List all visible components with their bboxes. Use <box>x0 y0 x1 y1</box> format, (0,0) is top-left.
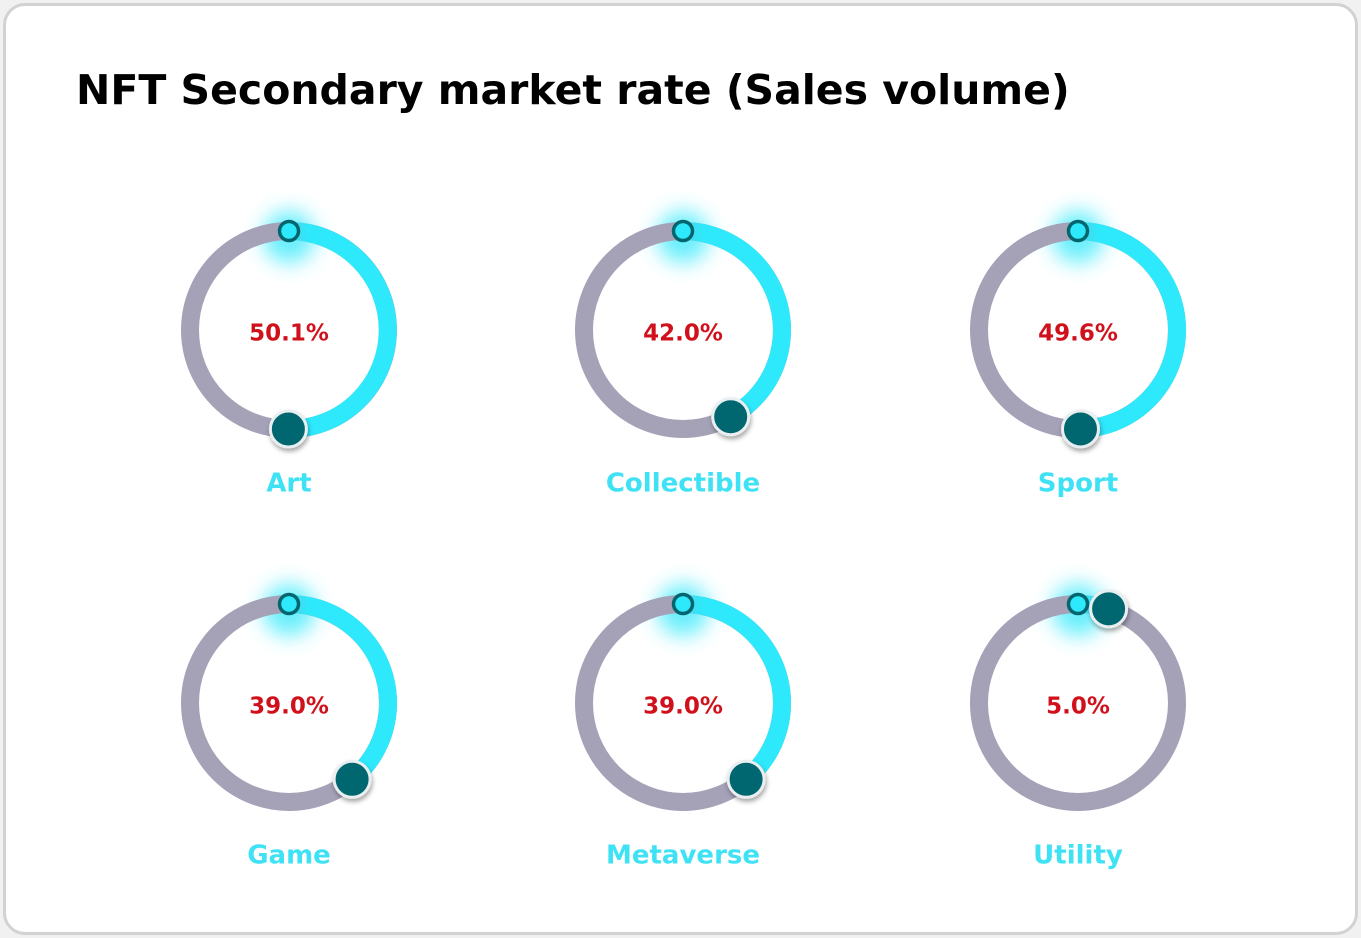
start-knob-utility <box>1066 592 1090 616</box>
start-knob-collectible <box>671 219 695 243</box>
category-label-sport: Sport <box>1038 469 1118 499</box>
end-knob-art <box>268 409 308 449</box>
start-knob-art <box>277 219 301 243</box>
category-label-metaverse: Metaverse <box>606 841 760 871</box>
progress-arc-metaverse <box>682 595 791 787</box>
donut-collectible: 42.0% Collectible <box>575 211 791 499</box>
progress-arc-collectible <box>682 222 791 425</box>
end-knob-utility <box>1089 589 1129 629</box>
donut-game: 39.0% Game <box>181 584 397 871</box>
value-label-game: 39.0% <box>249 694 329 720</box>
end-knob-metaverse <box>726 759 766 799</box>
start-knob-game <box>277 592 301 616</box>
progress-arc-sport <box>1077 222 1187 438</box>
category-label-collectible: Collectible <box>606 469 760 499</box>
progress-arc-game <box>288 595 397 787</box>
category-label-game: Game <box>247 841 331 871</box>
value-label-metaverse: 39.0% <box>643 694 723 720</box>
start-knob-metaverse <box>671 592 695 616</box>
donut-metaverse: 39.0% Metaverse <box>575 584 791 871</box>
value-label-collectible: 42.0% <box>643 321 723 347</box>
end-knob-sport <box>1060 409 1100 449</box>
end-knob-collectible <box>711 397 751 437</box>
value-label-utility: 5.0% <box>1046 694 1110 720</box>
donut-utility: 5.0% Utility <box>970 584 1186 871</box>
progress-arc-art <box>288 222 397 439</box>
chart-title: NFT Secondary market rate (Sales volume) <box>76 66 1070 114</box>
donut-art: 50.1% Art <box>181 211 397 499</box>
end-knob-game <box>332 759 372 799</box>
category-label-art: Art <box>266 469 311 499</box>
value-label-art: 50.1% <box>249 321 329 347</box>
donut-sport: 49.6% Sport <box>970 211 1187 499</box>
start-knob-sport <box>1066 219 1090 243</box>
category-label-utility: Utility <box>1033 841 1123 871</box>
value-label-sport: 49.6% <box>1038 321 1118 347</box>
